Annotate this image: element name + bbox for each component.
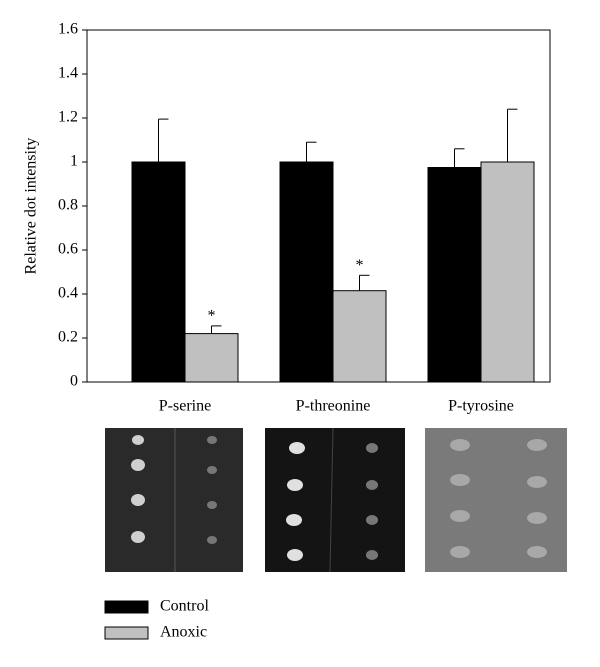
legend-label: Control (160, 598, 209, 615)
x-tick-label: P-serine (159, 398, 211, 415)
y-tick-label: 1.2 (58, 109, 78, 126)
blot-dots (131, 435, 217, 544)
blot-divider (329, 427, 334, 573)
legend-swatch (104, 626, 149, 640)
y-axis-label: Relative dot intensity (23, 138, 40, 275)
blot-dots (286, 442, 378, 561)
y-tick-label: 0.2 (58, 329, 78, 346)
y-tick-label: 1 (70, 153, 78, 170)
x-tick-label: P-tyrosine (448, 398, 514, 415)
blot-images (105, 427, 567, 573)
bar (332, 290, 387, 383)
bar (131, 161, 186, 383)
y-tick-label: 1.4 (58, 65, 78, 82)
bar (279, 161, 334, 383)
blot-image (105, 428, 243, 572)
bar (480, 161, 535, 383)
x-tick-label: P-threonine (296, 398, 371, 415)
blot-dots (450, 439, 547, 558)
significance-mark: * (356, 257, 364, 274)
y-tick-label: 0.4 (58, 285, 78, 302)
y-tick-label: 0.6 (58, 241, 78, 258)
legend-label: Anoxic (160, 624, 207, 641)
y-tick-label: 0.8 (58, 197, 78, 214)
legend-swatch (104, 600, 149, 614)
bar (184, 333, 239, 383)
y-tick-label: 0 (70, 373, 78, 390)
blot-image (265, 428, 405, 572)
bar (427, 167, 482, 383)
y-tick-label: 1.6 (58, 21, 78, 38)
significance-mark: * (208, 308, 216, 325)
